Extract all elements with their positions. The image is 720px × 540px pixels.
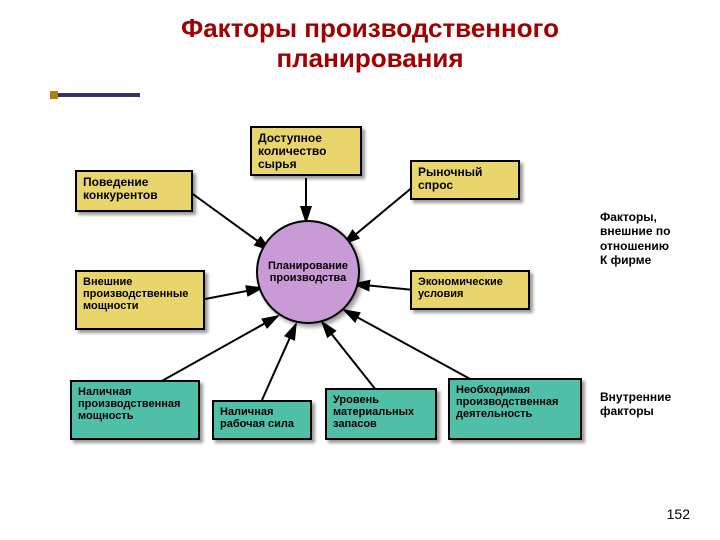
arrow-7 — [322, 322, 376, 390]
internal-box-1: Наличная рабочая сила — [212, 400, 312, 440]
arrow-8 — [344, 310, 472, 380]
arrow-4 — [354, 284, 414, 290]
arrow-3 — [344, 186, 414, 244]
internal-box-3: Необходимая производственная деятельност… — [448, 378, 582, 440]
page-number: 152 — [667, 506, 690, 522]
external-box-4: Экономические условия — [410, 270, 530, 310]
external-box-label-3: Рыночный спрос — [418, 165, 482, 192]
external-factors-label: Факторы, внешние по отношению К фирме — [600, 210, 671, 268]
external-box-label-1: Внешние производственные мощности — [83, 276, 188, 312]
center-node-planning: Планирование производства — [256, 220, 360, 324]
internal-box-label-2: Уровень материальных запасов — [333, 394, 414, 430]
page-title: Факторы производственного планирования — [120, 14, 620, 74]
external-box-0: Поведение конкурентов — [75, 170, 193, 212]
center-node-label: Планирование производства — [264, 260, 352, 284]
arrow-6 — [262, 324, 296, 400]
external-box-3: Рыночный спрос — [410, 160, 520, 200]
internal-box-0: Наличная производственная мощность — [70, 380, 200, 440]
external-box-1: Внешние производственные мощности — [75, 270, 205, 330]
internal-box-2: Уровень материальных запасов — [325, 388, 437, 440]
title-underline — [50, 93, 140, 97]
bullet-line — [58, 93, 140, 97]
internal-box-label-0: Наличная производственная мощность — [78, 386, 180, 422]
external-box-label-4: Экономические условия — [418, 276, 503, 300]
arrow-0 — [190, 192, 270, 250]
external-box-2: Доступное количество сырья — [250, 126, 362, 176]
external-box-label-2: Доступное количество сырья — [258, 131, 326, 171]
internal-factors-label: Внутренние факторы — [600, 390, 671, 419]
external-box-label-0: Поведение конкурентов — [83, 175, 158, 202]
bullet-square — [50, 91, 58, 99]
arrow-1 — [200, 288, 262, 300]
internal-box-label-3: Необходимая производственная деятельност… — [456, 384, 558, 420]
internal-box-label-1: Наличная рабочая сила — [220, 406, 294, 430]
